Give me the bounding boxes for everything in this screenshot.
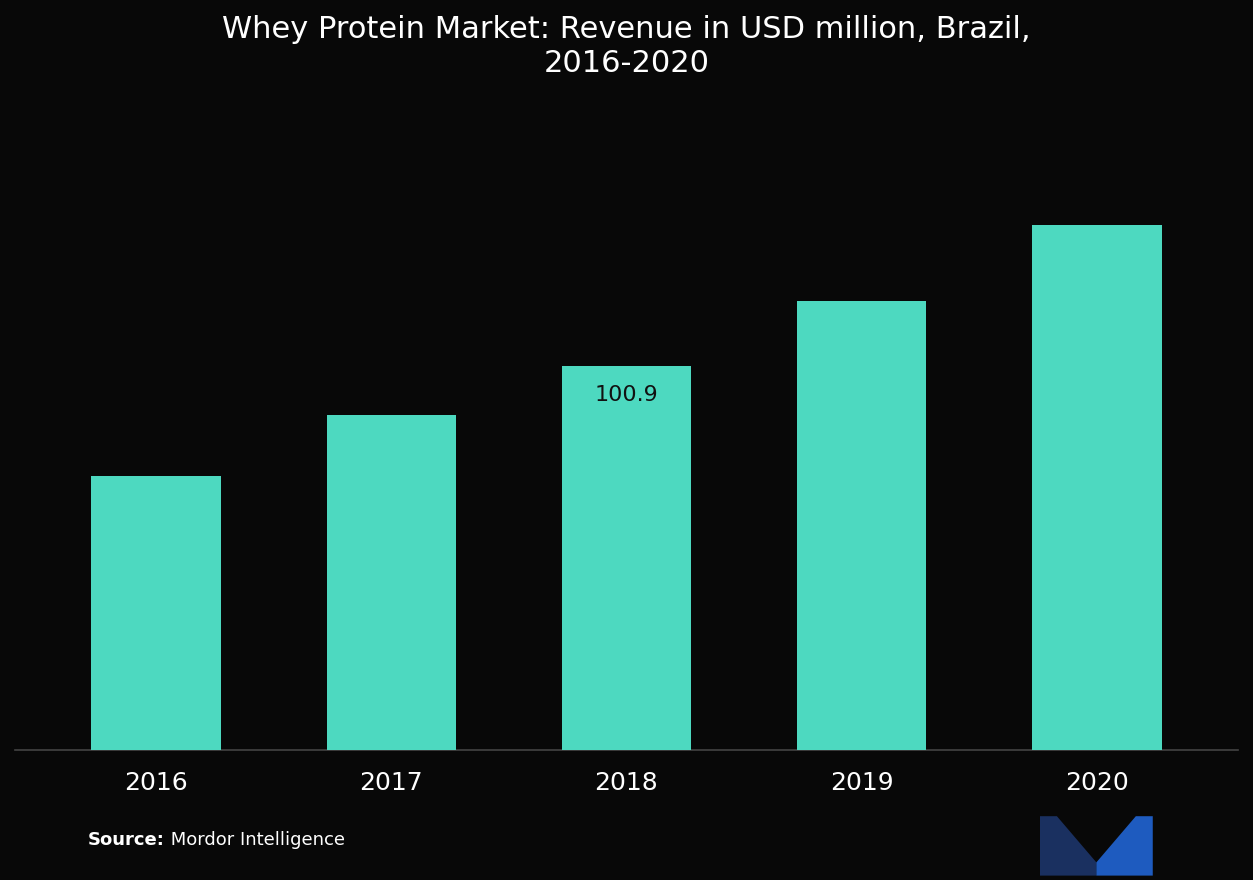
Polygon shape bbox=[1096, 817, 1153, 876]
Bar bbox=[1032, 225, 1162, 750]
Text: Mordor Intelligence: Mordor Intelligence bbox=[165, 832, 346, 849]
Text: 100.9: 100.9 bbox=[595, 385, 658, 405]
Bar bbox=[797, 301, 926, 750]
Polygon shape bbox=[1040, 817, 1096, 876]
Bar bbox=[561, 366, 692, 750]
Bar bbox=[327, 415, 456, 750]
Bar bbox=[91, 476, 221, 750]
Text: Source:: Source: bbox=[88, 832, 164, 849]
Title: Whey Protein Market: Revenue in USD million, Brazil,
2016-2020: Whey Protein Market: Revenue in USD mill… bbox=[222, 15, 1031, 77]
